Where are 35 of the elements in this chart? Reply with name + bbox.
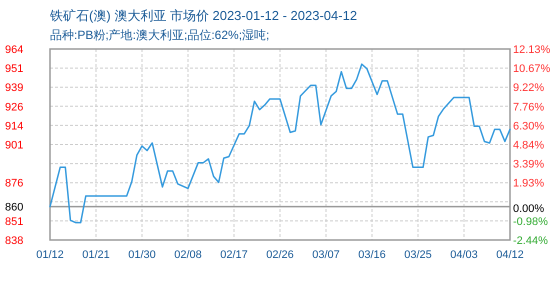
y-tick-label: 964 bbox=[5, 44, 24, 56]
line-series bbox=[49, 63, 511, 224]
x-tick-label: 02/26 bbox=[266, 249, 294, 261]
x-tick-label: 03/16 bbox=[358, 249, 386, 261]
y-tick-label: 876 bbox=[5, 178, 24, 190]
x-tick-label: 02/08 bbox=[174, 249, 202, 261]
chart-subtitle: 品种:PB粉;产地:澳大利亚;品位:62%;湿吨; bbox=[50, 28, 270, 42]
ref-line-label: 860 bbox=[5, 202, 24, 214]
x-tick-label: 04/03 bbox=[450, 249, 478, 261]
chart-title: 铁矿石(澳) 澳大利亚 市场价 2023-01-12 - 2023-04-12 bbox=[49, 8, 358, 23]
y2-tick-label: 6.30% bbox=[513, 120, 544, 132]
x-tick-label: 01/21 bbox=[82, 249, 110, 261]
y2-tick-label: 9.22% bbox=[513, 82, 544, 94]
y-tick-label: 926 bbox=[5, 101, 24, 114]
x-tick-label: 04/12 bbox=[496, 249, 524, 261]
x-tick-label: 03/07 bbox=[312, 249, 340, 261]
x-tick-label: 01/30 bbox=[128, 249, 156, 261]
y-tick-label: 851 bbox=[5, 216, 24, 228]
y-tick-label: 951 bbox=[5, 63, 24, 76]
y2-tick-label: 1.93% bbox=[513, 178, 544, 190]
y2-tick-label: 3.39% bbox=[513, 158, 544, 171]
x-tick-label: 03/25 bbox=[404, 249, 432, 261]
y2-tick-label: 7.76% bbox=[513, 101, 544, 114]
y2-tick-label: 4.84% bbox=[513, 140, 544, 152]
y2-tick-label: 12.13% bbox=[513, 44, 551, 56]
x-tick-label: 01/12 bbox=[36, 249, 64, 261]
x-tick-label: 02/17 bbox=[220, 249, 248, 261]
y-tick-label: 901 bbox=[5, 140, 24, 152]
y2-tick-label: 0.00% bbox=[513, 203, 544, 216]
y-tick-label: 838 bbox=[5, 235, 24, 247]
y2-tick-label: -2.44% bbox=[513, 235, 548, 247]
y2-tick-label: 10.67% bbox=[513, 63, 551, 76]
y-tick-label: 939 bbox=[5, 82, 24, 94]
y2-tick-label: -0.98% bbox=[513, 216, 548, 228]
y-tick-label: 914 bbox=[5, 120, 24, 132]
